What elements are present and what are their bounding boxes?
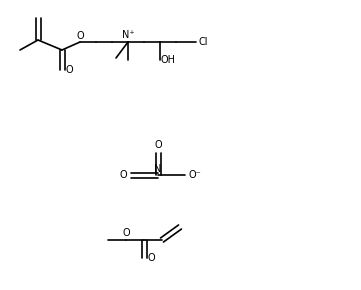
Text: O⁻: O⁻ [189,170,201,180]
Text: O: O [65,65,73,75]
Text: N: N [154,164,162,174]
Text: O: O [154,140,162,150]
Text: O: O [119,170,127,180]
Text: Cl: Cl [198,37,208,47]
Text: OH: OH [161,55,175,65]
Text: N⁺: N⁺ [122,30,134,40]
Text: O: O [147,253,155,263]
Text: O: O [122,228,130,238]
Text: O: O [76,31,84,41]
